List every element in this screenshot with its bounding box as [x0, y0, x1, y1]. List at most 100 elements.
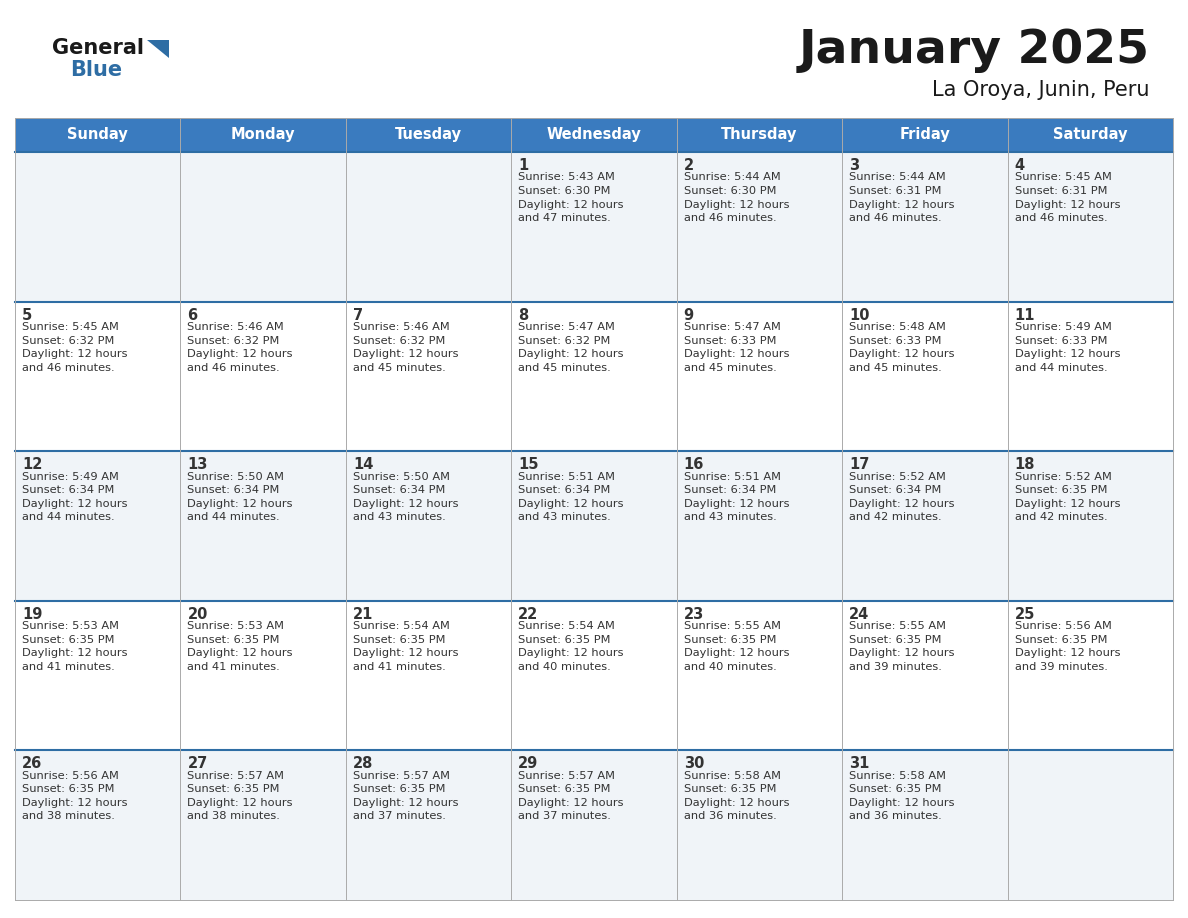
Text: Daylight: 12 hours: Daylight: 12 hours — [23, 498, 127, 509]
Text: Daylight: 12 hours: Daylight: 12 hours — [684, 798, 789, 808]
Bar — [842, 452, 1007, 600]
Bar — [346, 302, 511, 452]
Text: 22: 22 — [518, 607, 538, 621]
Text: Daylight: 12 hours: Daylight: 12 hours — [849, 648, 955, 658]
Text: Sunrise: 5:51 AM: Sunrise: 5:51 AM — [518, 472, 615, 482]
Text: Daylight: 12 hours: Daylight: 12 hours — [518, 648, 624, 658]
Text: Sunset: 6:35 PM: Sunset: 6:35 PM — [188, 784, 280, 794]
Text: Daylight: 12 hours: Daylight: 12 hours — [353, 648, 459, 658]
Text: Daylight: 12 hours: Daylight: 12 hours — [684, 498, 789, 509]
Text: Daylight: 12 hours: Daylight: 12 hours — [353, 498, 459, 509]
Text: 9: 9 — [684, 308, 694, 322]
Text: January 2025: January 2025 — [800, 28, 1150, 73]
Text: and 45 minutes.: and 45 minutes. — [353, 363, 446, 373]
Bar — [346, 452, 511, 600]
Text: Saturday: Saturday — [1053, 128, 1127, 142]
Text: Sunset: 6:34 PM: Sunset: 6:34 PM — [188, 486, 280, 495]
Text: Sunset: 6:34 PM: Sunset: 6:34 PM — [23, 486, 114, 495]
Text: and 41 minutes.: and 41 minutes. — [23, 662, 115, 672]
Text: and 46 minutes.: and 46 minutes. — [23, 363, 114, 373]
Text: Sunset: 6:35 PM: Sunset: 6:35 PM — [1015, 486, 1107, 495]
Text: 18: 18 — [1015, 457, 1035, 472]
Text: Sunrise: 5:57 AM: Sunrise: 5:57 AM — [353, 771, 450, 781]
Text: and 40 minutes.: and 40 minutes. — [518, 662, 611, 672]
Text: Sunrise: 5:51 AM: Sunrise: 5:51 AM — [684, 472, 781, 482]
Text: 15: 15 — [518, 457, 539, 472]
Bar — [1007, 152, 1173, 302]
Bar — [842, 152, 1007, 302]
Text: Daylight: 12 hours: Daylight: 12 hours — [849, 199, 955, 209]
Bar — [181, 600, 346, 750]
Text: Sunrise: 5:47 AM: Sunrise: 5:47 AM — [518, 322, 615, 332]
Text: Sunset: 6:35 PM: Sunset: 6:35 PM — [684, 784, 776, 794]
Text: Sunrise: 5:49 AM: Sunrise: 5:49 AM — [23, 472, 119, 482]
Bar — [181, 452, 346, 600]
Text: and 43 minutes.: and 43 minutes. — [518, 512, 611, 522]
Text: Daylight: 12 hours: Daylight: 12 hours — [518, 349, 624, 359]
Text: 6: 6 — [188, 308, 197, 322]
Text: Sunset: 6:32 PM: Sunset: 6:32 PM — [188, 336, 280, 345]
Text: 3: 3 — [849, 158, 859, 173]
Text: Sunrise: 5:52 AM: Sunrise: 5:52 AM — [1015, 472, 1112, 482]
Text: Sunset: 6:35 PM: Sunset: 6:35 PM — [518, 784, 611, 794]
Text: and 38 minutes.: and 38 minutes. — [23, 812, 115, 822]
Text: 5: 5 — [23, 308, 32, 322]
Text: 7: 7 — [353, 308, 364, 322]
Bar — [677, 302, 842, 452]
Text: Sunset: 6:31 PM: Sunset: 6:31 PM — [849, 186, 942, 196]
Text: Sunset: 6:35 PM: Sunset: 6:35 PM — [23, 635, 114, 644]
Text: Sunrise: 5:47 AM: Sunrise: 5:47 AM — [684, 322, 781, 332]
Text: Wednesday: Wednesday — [546, 128, 642, 142]
Text: Sunset: 6:33 PM: Sunset: 6:33 PM — [684, 336, 776, 345]
Text: Daylight: 12 hours: Daylight: 12 hours — [23, 648, 127, 658]
Text: 1: 1 — [518, 158, 529, 173]
Bar — [15, 600, 181, 750]
Text: Sunset: 6:34 PM: Sunset: 6:34 PM — [353, 486, 446, 495]
Text: Sunrise: 5:56 AM: Sunrise: 5:56 AM — [23, 771, 119, 781]
Text: Daylight: 12 hours: Daylight: 12 hours — [1015, 648, 1120, 658]
Text: Sunset: 6:35 PM: Sunset: 6:35 PM — [353, 784, 446, 794]
Text: Thursday: Thursday — [721, 128, 797, 142]
Text: La Oroya, Junin, Peru: La Oroya, Junin, Peru — [933, 80, 1150, 100]
Text: and 42 minutes.: and 42 minutes. — [849, 512, 942, 522]
Text: Daylight: 12 hours: Daylight: 12 hours — [849, 498, 955, 509]
Bar — [346, 152, 511, 302]
Text: Blue: Blue — [70, 60, 122, 80]
Text: Sunrise: 5:55 AM: Sunrise: 5:55 AM — [684, 621, 781, 632]
Text: Sunrise: 5:54 AM: Sunrise: 5:54 AM — [353, 621, 450, 632]
Text: Sunrise: 5:48 AM: Sunrise: 5:48 AM — [849, 322, 946, 332]
Text: 16: 16 — [684, 457, 704, 472]
Text: Daylight: 12 hours: Daylight: 12 hours — [518, 498, 624, 509]
Text: Sunset: 6:35 PM: Sunset: 6:35 PM — [518, 635, 611, 644]
Bar — [511, 600, 677, 750]
Bar — [511, 302, 677, 452]
Text: 13: 13 — [188, 457, 208, 472]
Text: Daylight: 12 hours: Daylight: 12 hours — [849, 798, 955, 808]
Bar — [677, 452, 842, 600]
Text: and 45 minutes.: and 45 minutes. — [849, 363, 942, 373]
Text: Daylight: 12 hours: Daylight: 12 hours — [188, 498, 293, 509]
Bar — [1007, 452, 1173, 600]
Text: Daylight: 12 hours: Daylight: 12 hours — [188, 648, 293, 658]
Text: Daylight: 12 hours: Daylight: 12 hours — [1015, 349, 1120, 359]
Text: 19: 19 — [23, 607, 43, 621]
Text: and 45 minutes.: and 45 minutes. — [684, 363, 777, 373]
Polygon shape — [147, 40, 169, 58]
Text: Daylight: 12 hours: Daylight: 12 hours — [684, 349, 789, 359]
Text: Daylight: 12 hours: Daylight: 12 hours — [1015, 498, 1120, 509]
Bar — [15, 302, 181, 452]
Text: Daylight: 12 hours: Daylight: 12 hours — [23, 798, 127, 808]
Text: and 43 minutes.: and 43 minutes. — [684, 512, 777, 522]
Text: Sunset: 6:35 PM: Sunset: 6:35 PM — [849, 635, 942, 644]
Text: 10: 10 — [849, 308, 870, 322]
Text: Sunset: 6:32 PM: Sunset: 6:32 PM — [518, 336, 611, 345]
Text: Sunset: 6:35 PM: Sunset: 6:35 PM — [684, 635, 776, 644]
Text: 8: 8 — [518, 308, 529, 322]
Text: Sunrise: 5:54 AM: Sunrise: 5:54 AM — [518, 621, 615, 632]
Text: and 39 minutes.: and 39 minutes. — [1015, 662, 1107, 672]
Bar — [181, 302, 346, 452]
Text: 21: 21 — [353, 607, 373, 621]
Bar — [1007, 750, 1173, 900]
Text: and 46 minutes.: and 46 minutes. — [849, 213, 942, 223]
Text: Sunrise: 5:49 AM: Sunrise: 5:49 AM — [1015, 322, 1112, 332]
